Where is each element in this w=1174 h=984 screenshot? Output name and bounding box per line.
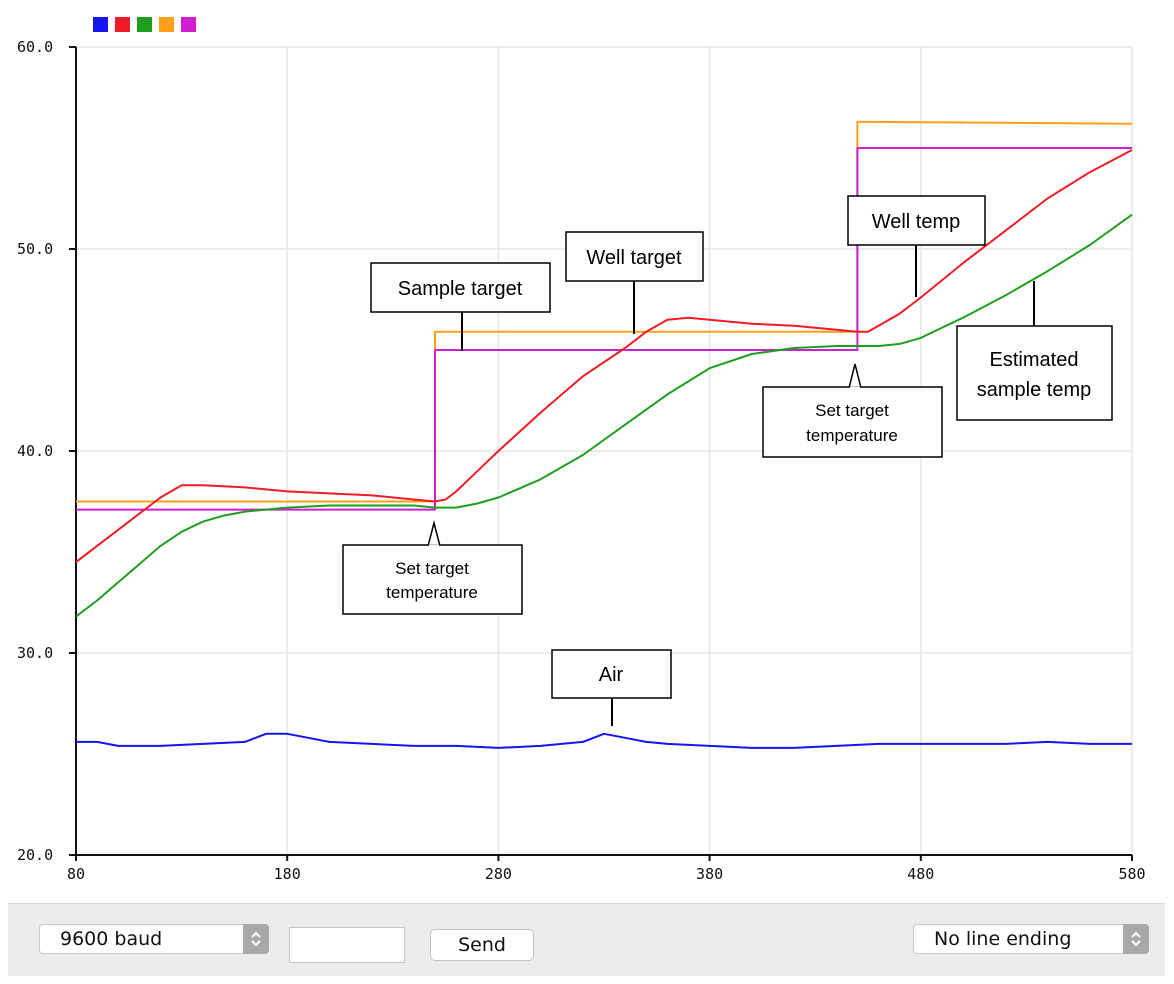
send-button[interactable]: Send: [430, 929, 534, 961]
y-tick-label-30.0: 30.0: [17, 644, 53, 662]
baud-rate-value: 9600 baud: [60, 928, 163, 950]
annotation-well-temp: [847, 195, 986, 246]
annotation-estimated-sample-temp: [956, 325, 1113, 421]
legend-swatch-2: [115, 17, 130, 32]
y-tick-label-40.0: 40.0: [17, 442, 53, 460]
annotation-air-text: Air: [599, 664, 624, 686]
series-line-3: [75, 213, 1133, 618]
annotation-sample-target-text: Sample target: [398, 278, 523, 300]
annotation-estimated-sample-temp-line2: sample temp: [977, 379, 1092, 401]
annotation-well-target: [565, 231, 704, 282]
annotations: Sample target Well target Well temp Esti…: [342, 195, 1113, 726]
series-line-2: [75, 149, 1133, 563]
baud-rate-select[interactable]: 9600 baud: [39, 924, 269, 954]
x-tick-label-480: 480: [907, 865, 934, 883]
x-tick-label-180: 180: [274, 865, 301, 883]
annotation-set-target-temperature-2: [762, 386, 943, 458]
legend-swatch-3: [137, 17, 152, 32]
series-line-1: [76, 732, 1132, 749]
annotation-set-target-temperature-1-line1: Set target: [395, 559, 469, 578]
annotation-sample-target: [370, 262, 551, 313]
annotation-well-target-text: Well target: [586, 247, 682, 269]
serial-plotter-chart: 20.0 30.0 40.0 50.0 60.0 80 180 280 380 480 580 Sa…: [17, 17, 1146, 883]
annotation-set-target-temperature-1-line2: temperature: [386, 583, 478, 602]
legend-swatch-1: [93, 17, 108, 32]
series-layer: [75, 120, 1133, 749]
baud-rate-stepper-icon[interactable]: [243, 924, 269, 954]
legend-swatch-4: [159, 17, 174, 32]
line-ending-value: No line ending: [934, 928, 1072, 950]
legend-swatch-5: [181, 17, 196, 32]
x-tick-label-80: 80: [67, 865, 85, 883]
y-tick-label-50.0: 50.0: [17, 240, 53, 258]
serial-input-field[interactable]: [289, 927, 405, 963]
legend: [93, 17, 196, 32]
annotation-air: [551, 649, 672, 699]
x-tick-label-280: 280: [485, 865, 512, 883]
annotation-estimated-sample-temp-line1: Estimated: [990, 349, 1079, 371]
series-line-5: [76, 147, 1132, 511]
y-tick-label-20.0: 20.0: [17, 846, 53, 864]
serial-plotter-toolbar: 9600 baud Send No line ending: [8, 903, 1165, 976]
annotation-set-target-temperature-2-line2: temperature: [806, 426, 898, 445]
annotation-set-target-temperature-2-line1: Set target: [815, 401, 889, 420]
line-ending-stepper-icon[interactable]: [1123, 924, 1149, 954]
line-ending-select[interactable]: No line ending: [913, 924, 1149, 954]
y-tick-label-60.0: 60.0: [17, 38, 53, 56]
axes: 20.0 30.0 40.0 50.0 60.0 80 180 280 380 480 580: [17, 38, 1146, 883]
annotation-set-target-temperature-1: [342, 544, 523, 615]
annotation-well-temp-text: Well temp: [872, 211, 961, 233]
x-tick-label-380: 380: [696, 865, 723, 883]
x-tick-label-580: 580: [1118, 865, 1145, 883]
